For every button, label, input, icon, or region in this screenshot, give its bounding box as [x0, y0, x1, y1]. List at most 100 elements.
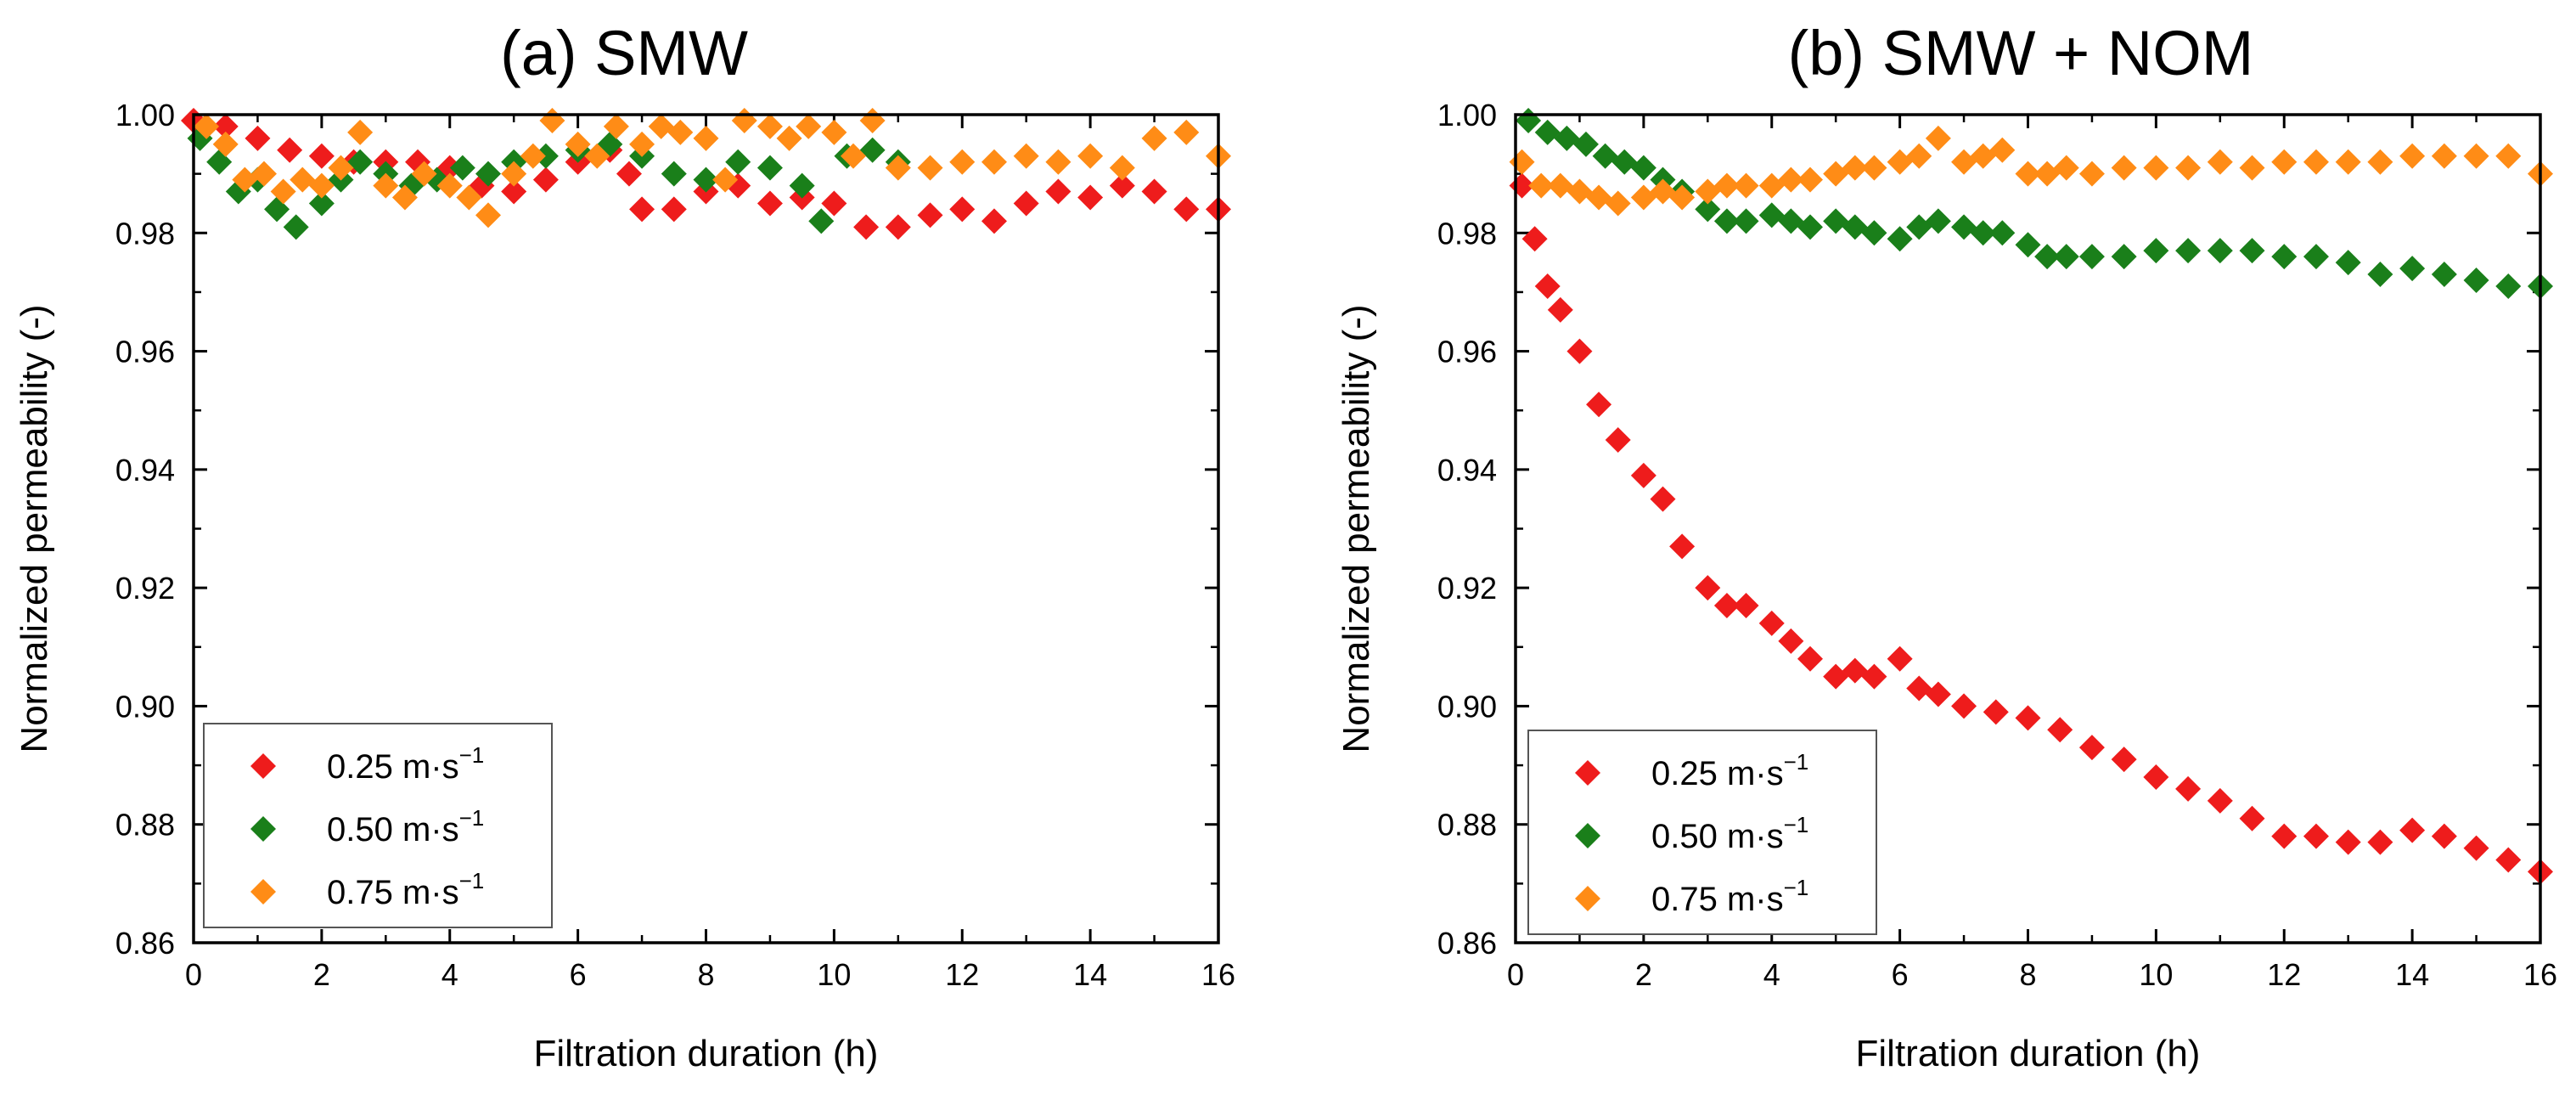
y-tick-label: 0.94 — [1437, 453, 1497, 488]
y-tick-label: 0.96 — [1437, 335, 1497, 369]
data-point — [2431, 262, 2457, 288]
data-point — [1951, 149, 1977, 175]
legend-label-exponent: −1 — [1784, 749, 1809, 775]
data-point — [1650, 178, 1676, 205]
data-point — [821, 119, 847, 145]
data-point — [1778, 208, 1804, 234]
data-point — [250, 161, 277, 187]
chart-panel-0: (a) SMW Filtration duration (h) Normalized… — [14, 18, 1235, 1074]
data-point — [2463, 143, 2489, 169]
data-point — [2399, 817, 2426, 843]
data-point — [194, 113, 220, 139]
data-point — [501, 161, 527, 187]
data-point — [1989, 220, 2016, 246]
data-point — [2015, 161, 2041, 187]
data-point — [1572, 131, 1599, 157]
data-point — [2143, 155, 2169, 181]
data-point — [2207, 238, 2233, 264]
data-point — [2303, 244, 2329, 270]
data-point — [648, 113, 674, 139]
data-point — [1758, 202, 1785, 228]
data-point — [1951, 214, 1977, 240]
data-point — [2053, 155, 2079, 181]
data-point — [584, 143, 610, 169]
x-tick-label: 14 — [2395, 957, 2429, 992]
data-point — [501, 178, 527, 205]
data-point — [1989, 137, 2016, 163]
data-point — [1547, 296, 1573, 323]
data-point — [1925, 681, 1951, 707]
data-point — [2175, 775, 2202, 802]
data-point — [2143, 764, 2169, 790]
data-point — [1733, 172, 1759, 199]
data-point — [661, 161, 687, 187]
data-point — [2239, 238, 2265, 264]
data-point — [328, 155, 354, 181]
data-point — [1887, 226, 1913, 252]
series-s050 — [1516, 107, 2553, 299]
data-point — [725, 149, 751, 175]
data-point — [1013, 190, 1039, 217]
data-point — [436, 172, 463, 199]
data-point — [917, 155, 943, 181]
legend: 0.25 m·s−10.50 m·s−10.75 m·s−1 — [1527, 730, 1877, 935]
data-point — [2053, 244, 2079, 270]
data-point — [1547, 172, 1573, 199]
legend-label: 0.75 m·s−1 — [327, 868, 484, 911]
data-point — [1925, 125, 1951, 151]
chart-panel-1: (b) SMW + NOM Filtration duration (h) Norm… — [1336, 18, 2557, 1074]
data-point — [2367, 829, 2393, 855]
data-point — [1695, 575, 1721, 601]
data-point — [475, 202, 502, 228]
y-tick-label: 1.00 — [1437, 98, 1497, 132]
data-point — [2034, 161, 2061, 187]
data-point — [629, 131, 655, 157]
data-point — [1861, 220, 1887, 246]
data-point — [1077, 184, 1104, 211]
data-point — [603, 113, 629, 139]
data-point — [917, 202, 943, 228]
chart-title: (a) SMW — [500, 18, 748, 88]
y-tick-label: 0.96 — [115, 335, 175, 369]
data-point — [1109, 172, 1135, 199]
data-point — [1630, 462, 1656, 488]
data-point — [1758, 610, 1785, 636]
data-point — [1925, 208, 1951, 234]
data-point — [212, 131, 239, 157]
data-point — [1630, 155, 1656, 181]
legend-label-text: 0.25 m·s — [1651, 755, 1784, 792]
x-tick-label: 6 — [1892, 957, 1909, 992]
data-point — [2495, 273, 2522, 299]
data-point — [456, 184, 482, 211]
data-point — [1521, 226, 1548, 252]
data-point — [776, 125, 802, 151]
data-point — [2463, 268, 2489, 293]
legend-label-exponent: −1 — [459, 868, 485, 893]
data-point — [1695, 196, 1721, 223]
data-point — [2335, 149, 2361, 175]
y-tick-label: 0.86 — [115, 926, 175, 961]
y-tick-label: 0.90 — [115, 689, 175, 724]
data-point — [1173, 196, 1200, 223]
data-point — [411, 161, 437, 187]
x-axis-label: Filtration duration (h) — [534, 1033, 879, 1074]
data-point — [2431, 823, 2457, 849]
y-tick-label: 1.00 — [115, 98, 175, 132]
data-point — [2463, 835, 2489, 861]
data-point — [616, 161, 642, 187]
legend-marker — [250, 753, 276, 779]
data-point — [232, 166, 258, 193]
plot-frame — [1514, 113, 2542, 944]
data-point — [2111, 747, 2137, 773]
data-point — [1109, 155, 1135, 181]
y-tick-label: 0.94 — [115, 453, 175, 488]
x-tick-label: 8 — [697, 957, 714, 992]
data-point — [853, 214, 880, 240]
legend-label-text: 0.50 m·s — [1651, 818, 1784, 855]
data-point — [949, 149, 976, 175]
data-point — [2367, 149, 2393, 175]
data-point — [1566, 338, 1593, 364]
data-point — [2015, 705, 2041, 731]
data-point — [1650, 486, 1676, 512]
x-tick-label: 12 — [2267, 957, 2301, 992]
